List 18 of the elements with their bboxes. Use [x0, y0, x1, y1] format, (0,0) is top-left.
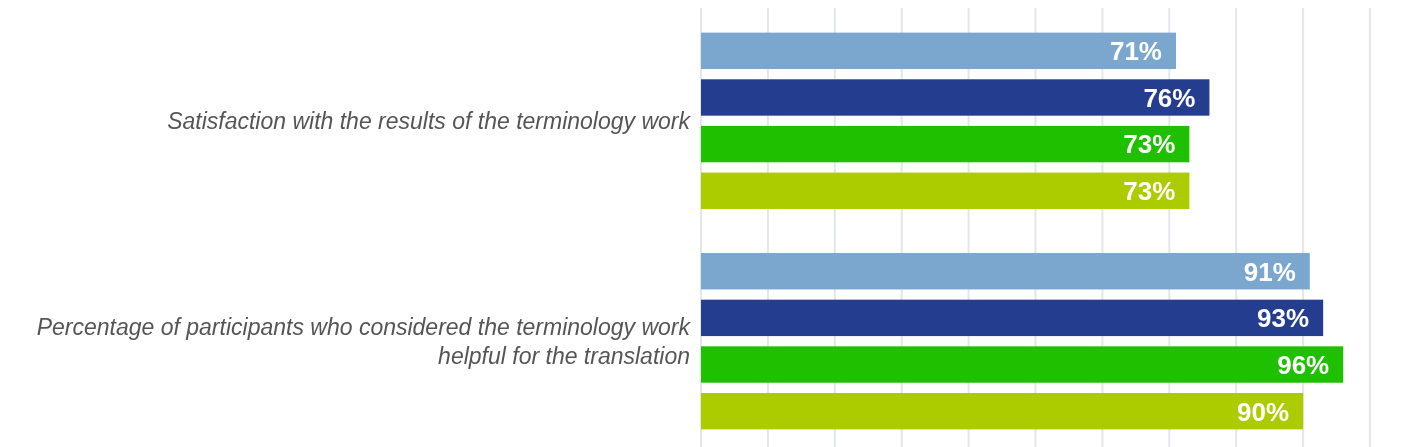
bar — [701, 346, 1344, 383]
data-label: 93% — [1257, 303, 1310, 334]
bar — [701, 172, 1190, 209]
data-label: 90% — [1237, 396, 1290, 427]
bar — [701, 125, 1190, 163]
data-label: 96% — [1277, 349, 1330, 380]
bar — [701, 79, 1210, 116]
y-tick-label: Satisfaction with the results of the terminology work — [167, 107, 692, 134]
data-label: 73% — [1123, 176, 1176, 207]
bar — [701, 32, 1176, 70]
bar — [701, 392, 1304, 430]
data-label: 76% — [1143, 82, 1196, 113]
data-label: 91% — [1243, 256, 1296, 287]
data-label: 71% — [1109, 36, 1162, 67]
y-tick-label: Percentage of participants who considered the terminology work helpful for the translation — [36, 313, 692, 369]
bar — [701, 299, 1324, 337]
bar — [701, 253, 1310, 290]
data-label: 73% — [1123, 129, 1176, 160]
